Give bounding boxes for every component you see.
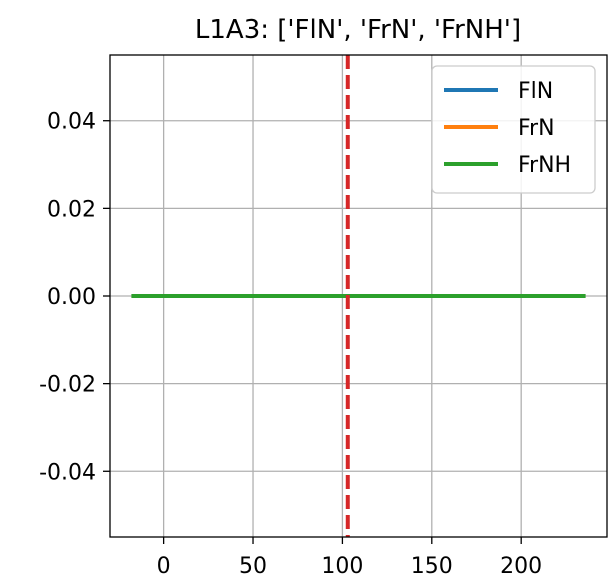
y-tick-label: 0.04 xyxy=(47,110,96,135)
x-tick-label: 200 xyxy=(500,554,542,579)
x-tick-label: 150 xyxy=(411,554,453,579)
x-tick-label: 0 xyxy=(157,554,171,579)
legend-label: FrN xyxy=(518,116,555,141)
legend-label: FlN xyxy=(518,79,553,104)
y-tick-label: 0.02 xyxy=(47,197,96,222)
legend: FlN FrN FrNH xyxy=(431,65,596,194)
y-tick-label: -0.04 xyxy=(39,460,96,485)
legend-label: FrNH xyxy=(518,153,571,178)
legend-box xyxy=(431,65,596,194)
x-tick-label: 50 xyxy=(239,554,267,579)
x-tick-label: 100 xyxy=(321,554,363,579)
axis-ticks: 0 50 100 150 200 0.04 0.02 0.00 -0.02 -0.04 xyxy=(39,110,542,579)
y-tick-label: 0.00 xyxy=(47,285,96,310)
chart-title: L1A3: ['FlN', 'FrN', 'FrNH'] xyxy=(195,15,521,45)
y-tick-label: -0.02 xyxy=(39,373,96,398)
